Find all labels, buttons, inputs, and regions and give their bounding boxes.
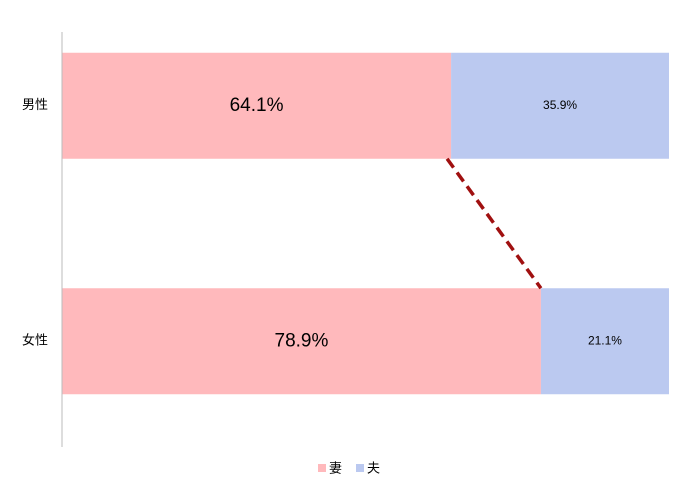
- legend-label: 夫: [367, 460, 380, 475]
- legend-swatch: [318, 464, 326, 472]
- y-tick-label: 女性: [22, 333, 48, 348]
- bar-segment: [62, 52, 452, 159]
- legend-label: 妻: [329, 460, 342, 475]
- bar-segment: [62, 288, 541, 395]
- data-label: 21.1%: [588, 333, 622, 347]
- data-label: 78.9%: [275, 330, 329, 351]
- data-label: 64.1%: [230, 95, 284, 116]
- legend-swatch: [356, 464, 364, 472]
- bar-segment: [451, 52, 669, 159]
- y-tick-label: 男性: [22, 97, 48, 112]
- series-line: [445, 157, 543, 290]
- bar-segment: [540, 288, 669, 395]
- data-label: 35.9%: [543, 98, 577, 112]
